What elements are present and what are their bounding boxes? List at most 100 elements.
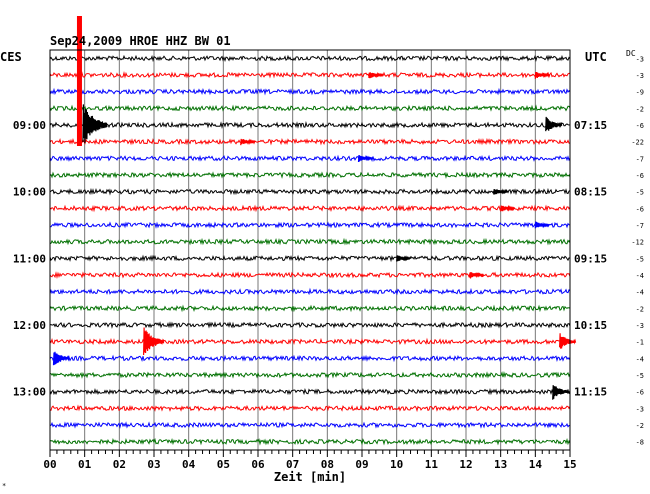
x-tick-label: 10 [390, 458, 403, 471]
right-time-labels: 07:15 08:15 09:15 10:15 11:15 [574, 119, 607, 399]
trace-line [49, 237, 571, 246]
trace-line [49, 154, 571, 162]
left-time-label: 13:00 [13, 386, 46, 399]
dc-offset-value: -3 [636, 72, 644, 80]
dc-offset-value: -6 [636, 122, 644, 130]
left-time-label: 12:00 [13, 319, 46, 332]
dc-offset-value: -3 [636, 405, 644, 413]
event-spike [76, 16, 82, 146]
dc-offset-value: -3 [636, 55, 644, 63]
dc-offset-value: -5 [636, 372, 644, 380]
plot-frame [49, 49, 571, 451]
trace-line [49, 254, 571, 263]
x-tick-label: 07 [286, 458, 299, 471]
trace-line [49, 271, 571, 279]
dc-offset-value: -12 [631, 239, 644, 247]
trace-line [49, 354, 571, 363]
trace-line [49, 54, 571, 63]
event-waveform [368, 71, 384, 79]
event-waveform [396, 255, 412, 262]
event-waveform [545, 116, 563, 132]
x-tick-label: 15 [563, 458, 576, 471]
chart-title: Sep24,2009 HROE HHZ BW 01 [50, 34, 231, 48]
x-tick-label: 05 [217, 458, 230, 471]
dc-offset-value: -6 [636, 172, 644, 180]
footnote: * [2, 482, 6, 490]
trace-line [50, 221, 571, 229]
x-tick-label: 08 [321, 458, 334, 471]
grid [84, 50, 536, 450]
traces [49, 54, 571, 446]
x-tick-label: 01 [78, 458, 92, 471]
dc-offset-value: -2 [636, 105, 644, 113]
trace-line [49, 337, 571, 346]
trace-line [49, 204, 571, 213]
dc-offset-value: -2 [636, 422, 644, 430]
event-waveform [52, 351, 71, 366]
dc-label: DC [626, 49, 636, 58]
x-tick-label: 09 [355, 458, 368, 471]
dc-offset-value: -5 [636, 255, 644, 263]
timezone-left: CES [0, 50, 22, 64]
x-tick-label: 04 [182, 458, 196, 471]
x-tick-label: 14 [529, 458, 543, 471]
right-time-label: 09:15 [574, 252, 607, 265]
x-tick-label: 00 [43, 458, 56, 471]
trace-line [49, 137, 571, 146]
dc-offset-value: -4 [636, 272, 644, 280]
trace-line [49, 304, 571, 313]
trace-line [49, 87, 571, 96]
x-tick-label: 02 [113, 458, 126, 471]
dc-offset-value: -22 [631, 139, 644, 147]
trace-line [49, 421, 571, 429]
x-axis-label: Zeit [min] [274, 470, 346, 484]
x-tick-label: 12 [459, 458, 472, 471]
dc-offset-value: -3 [636, 322, 644, 330]
right-time-label: 07:15 [574, 119, 607, 132]
left-time-labels: 09:00 10:00 11:00 12:00 13:00 [13, 119, 46, 399]
event-waveform [493, 188, 509, 195]
event-waveform [468, 271, 485, 279]
event-waveform [552, 385, 570, 400]
event-waveform [82, 104, 108, 144]
dc-offsets: -3 -3 -9 -2 -6 -22 -7 -6 -5 -6 -7 -12 -5 -4 -4 -2 -3 -1 -4… [631, 55, 644, 446]
left-time-label: 11:00 [13, 252, 46, 265]
dc-offset-value: -6 [636, 205, 644, 213]
event-waveform [534, 221, 550, 229]
trace-line [49, 71, 571, 79]
trace-line [49, 437, 571, 446]
trace-line [49, 387, 571, 396]
dc-offset-value: -7 [636, 155, 644, 163]
trace-line [49, 404, 571, 413]
event-waveform [559, 333, 577, 349]
event-waveform [500, 205, 516, 212]
trace-line [49, 287, 571, 296]
dc-offset-value: -4 [636, 289, 644, 297]
timezone-right: UTC [585, 50, 607, 64]
trace-line [49, 370, 571, 379]
event-waveform [534, 71, 550, 79]
dc-offset-value: -4 [636, 355, 644, 363]
x-ticks: 00 01 02 03 04 05 06 07 08 09 10 11 12 13 14 15 [43, 450, 577, 471]
event-waveform [240, 138, 256, 146]
trace-line [49, 321, 571, 329]
trace-line [49, 171, 571, 179]
x-tick-label: 13 [494, 458, 507, 471]
right-time-label: 11:15 [574, 386, 607, 399]
x-tick-label: 06 [251, 458, 265, 471]
left-time-label: 10:00 [13, 186, 46, 199]
dc-offset-value: -8 [636, 439, 644, 447]
event-waveform [143, 327, 165, 356]
dc-offset-value: -7 [636, 222, 644, 230]
dc-offset-value: -2 [636, 305, 644, 313]
dc-offset-value: -9 [636, 89, 644, 97]
dc-offset-value: -1 [636, 339, 644, 347]
trace-line [49, 121, 571, 129]
dc-offset-value: -6 [636, 389, 644, 397]
right-time-label: 08:15 [574, 186, 607, 199]
event-waveform [357, 155, 373, 163]
events [52, 16, 577, 400]
right-time-label: 10:15 [574, 319, 607, 332]
